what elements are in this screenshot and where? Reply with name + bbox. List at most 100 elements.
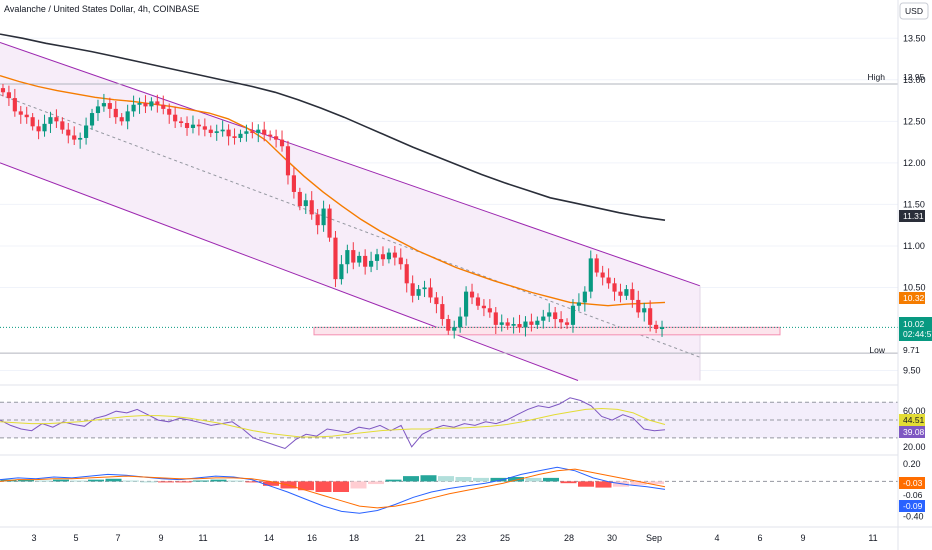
candle-body <box>256 129 261 133</box>
macd-histogram-bar <box>630 481 647 485</box>
macd-histogram-bar <box>648 481 664 485</box>
signal-line <box>0 468 666 509</box>
candle-body <box>238 133 243 138</box>
time-tick-label: 5 <box>73 533 78 543</box>
candle-body <box>6 92 11 99</box>
candle-body <box>202 126 207 130</box>
time-tick-label: 9 <box>158 533 163 543</box>
time-tick-label: Sep <box>646 533 662 543</box>
time-tick-label: 7 <box>115 533 120 543</box>
candle-body <box>351 250 356 263</box>
macd-histogram-bar <box>105 478 122 482</box>
currency-button[interactable]: USD <box>899 2 929 20</box>
macd-histogram-bar <box>525 477 542 482</box>
price-axis[interactable]: 13.50 13.00 12.50 12.00 11.50 11.00 10.50 9.50 6… <box>903 33 926 521</box>
macd-line-tag <box>899 500 925 512</box>
candle-body <box>440 304 445 320</box>
macd-histogram-bar <box>455 477 472 482</box>
candle-body <box>606 277 611 284</box>
candle-body <box>559 319 564 323</box>
macd-histogram-bar <box>210 479 227 482</box>
candle-body <box>208 129 213 133</box>
macd-histogram-bar <box>228 480 244 482</box>
macd-tick-label: -0.40 <box>903 512 924 522</box>
candle-body <box>547 312 552 317</box>
ma-long-line <box>0 33 666 221</box>
candle-body <box>624 289 629 296</box>
candle-body <box>30 117 35 127</box>
candle-body <box>232 136 237 138</box>
candle-body <box>458 316 463 328</box>
macd-histogram-bar <box>263 481 279 486</box>
candle-body <box>54 117 59 122</box>
candle-body <box>250 131 255 133</box>
last-price-tag <box>899 317 932 341</box>
rsi-ma-line <box>0 407 666 438</box>
candle-body <box>600 272 605 278</box>
macd-histogram-bar <box>385 479 402 482</box>
macd-histogram-bar <box>333 481 349 492</box>
ma200-tag <box>899 210 925 222</box>
candle-body <box>588 258 593 292</box>
candle-body <box>357 255 362 263</box>
candle-body <box>570 305 576 325</box>
macd-line <box>0 466 666 514</box>
candle-body <box>654 324 659 330</box>
candle-body <box>101 103 106 107</box>
candle-body <box>659 327 665 330</box>
ma200-value: 11.31 <box>903 211 924 221</box>
candle-body <box>0 88 6 93</box>
macd-histogram-bar <box>298 481 314 491</box>
channel-upper-line <box>0 41 701 287</box>
candle-body <box>612 283 617 292</box>
macd-histogram-bar <box>490 477 507 482</box>
candle-body <box>48 117 53 124</box>
candle-body <box>339 264 344 280</box>
candle-body <box>327 208 332 238</box>
candle-body <box>541 316 546 321</box>
macd-histogram-bar <box>53 479 69 482</box>
rsi-ma-tag <box>899 414 925 426</box>
macd-signal-tag <box>899 477 925 489</box>
candle-body <box>369 260 374 267</box>
candle-body <box>416 289 421 296</box>
last-price-value: 10.02 <box>903 319 925 329</box>
ma50-tag <box>899 292 925 304</box>
candle-body <box>594 258 599 273</box>
price-tick-label: 11.00 <box>903 241 925 251</box>
candle-body <box>642 308 647 313</box>
rsi-panel[interactable] <box>0 397 898 450</box>
macd-histogram-bar <box>158 481 174 483</box>
candle-body <box>179 121 184 124</box>
candle-body <box>12 98 17 112</box>
candle-body <box>630 289 635 300</box>
candle-body <box>244 131 249 134</box>
time-tick-label: 11 <box>868 533 877 543</box>
rsi-tag <box>899 426 925 438</box>
candle-body <box>618 291 623 296</box>
candle-body <box>42 123 47 132</box>
time-axis[interactable]: 3 5 7 9 11 14 16 18 21 23 25 28 30 Sep 4 6 9 11 <box>31 533 877 543</box>
macd-histogram-bar <box>245 481 262 483</box>
macd-histogram-bar <box>88 479 104 482</box>
candle-body <box>315 214 320 226</box>
price-panel[interactable] <box>0 33 898 381</box>
time-tick-label: 30 <box>607 533 617 543</box>
candle-body <box>226 129 231 137</box>
time-tick-label: 9 <box>800 533 805 543</box>
ma-short-line <box>0 75 666 307</box>
candle-body <box>89 113 95 126</box>
time-tick-label: 3 <box>31 533 36 543</box>
candle-body <box>499 322 504 325</box>
candle-body <box>392 252 397 258</box>
candle-body <box>84 125 89 138</box>
candle-body <box>452 327 457 331</box>
time-tick-label: 4 <box>714 533 719 543</box>
macd-panel[interactable] <box>0 466 898 514</box>
candle-body <box>72 135 77 140</box>
macd-histogram-bar <box>578 481 594 487</box>
candle-body <box>529 321 534 325</box>
candle-body <box>274 136 279 140</box>
price-tick-label: 12.50 <box>903 116 926 126</box>
